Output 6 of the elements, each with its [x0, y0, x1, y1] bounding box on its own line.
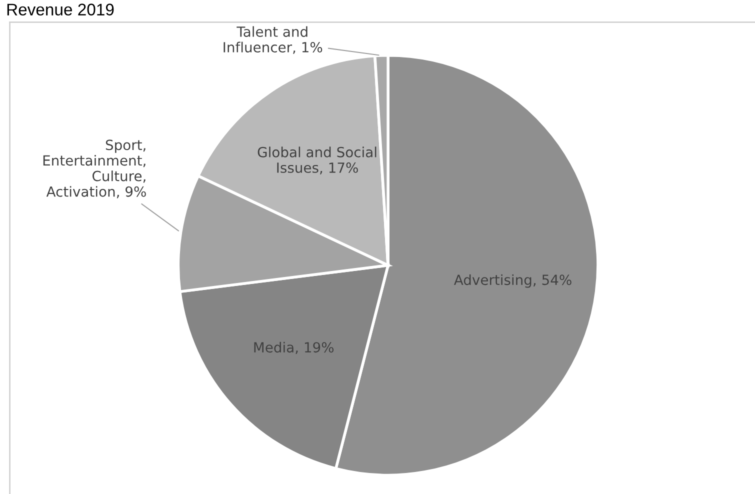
slice-label: Talent and Influencer, 1% [224, 26, 322, 54]
slice-label: Media, 19% [254, 342, 334, 354]
chart-title: Revenue 2019 [7, 4, 114, 16]
slice-label: Advertising, 54% [454, 274, 572, 288]
slice-label: Global and Social Issues, 17% [258, 146, 376, 174]
slice-label: Sport, Entertainment, Culture, Activation, 9% [43, 140, 146, 198]
